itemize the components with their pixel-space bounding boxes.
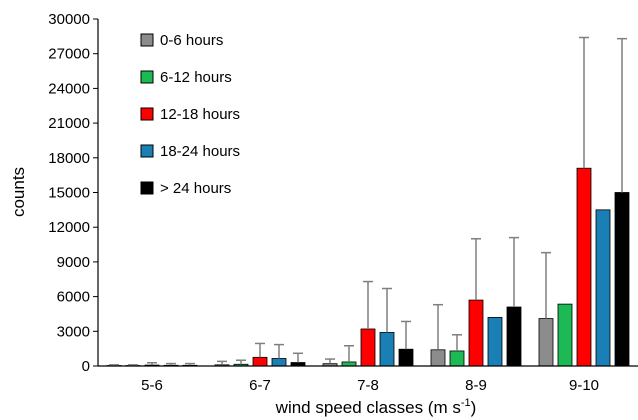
bar: [379, 332, 395, 367]
legend-swatch: [140, 70, 154, 84]
legend-swatch: [140, 181, 154, 195]
x-axis-ticks: 5-6 6-7 7-8 8-9 9-10: [141, 377, 599, 394]
bar: [576, 167, 592, 367]
y-tick-label: 24000: [48, 80, 90, 97]
bar: [449, 350, 465, 367]
y-tick-label: 15000: [48, 185, 90, 202]
legend-label: > 24 hours: [160, 180, 231, 197]
y-tick-label: 9000: [57, 254, 90, 271]
bar: [252, 356, 268, 367]
x-axis-title: wind speed classes (m s-1): [275, 397, 477, 417]
bar: [430, 349, 446, 367]
bars: [106, 167, 630, 367]
legend-label: 12-18 hours: [160, 106, 240, 123]
y-tick-label: 27000: [48, 46, 90, 63]
bar: [506, 306, 522, 367]
y-axis-ticks: 0 3000 6000 9000 12000 15000 18000 21000 24000 27…: [48, 11, 98, 375]
bar: [468, 299, 484, 367]
y-tick-label: 21000: [48, 115, 90, 132]
legend-swatch: [140, 144, 154, 158]
bar: [595, 209, 611, 367]
bar: [341, 361, 357, 367]
bar: [538, 318, 554, 367]
x-tick-label: 9-10: [569, 377, 599, 394]
error-bars: [109, 36, 627, 366]
y-tick-label: 12000: [48, 219, 90, 236]
bar: [398, 348, 414, 367]
y-tick-label: 0: [82, 358, 90, 375]
legend-swatch: [140, 33, 154, 47]
bar: [557, 303, 573, 367]
x-tick-label: 6-7: [249, 377, 271, 394]
y-tick-label: 18000: [48, 150, 90, 167]
y-axis-title: counts: [9, 167, 28, 217]
legend-label: 18-24 hours: [160, 143, 240, 160]
axes: [97, 19, 638, 367]
x-tick-label: 7-8: [357, 377, 379, 394]
legend-label: 6-12 hours: [160, 69, 232, 86]
legend-swatch: [140, 107, 154, 121]
bar: [487, 317, 503, 367]
legend-label: 0-6 hours: [160, 32, 223, 49]
y-tick-label: 30000: [48, 11, 90, 28]
x-tick-label: 8-9: [465, 377, 487, 394]
bar: [360, 328, 376, 367]
x-tick-label: 5-6: [141, 377, 163, 394]
y-tick-label: 3000: [57, 323, 90, 340]
y-tick-label: 6000: [57, 289, 90, 306]
bar: [271, 358, 287, 367]
legend: 0-6 hours 6-12 hours 12-18 hours 18-24 hour…: [140, 32, 240, 197]
bar: [614, 192, 630, 367]
